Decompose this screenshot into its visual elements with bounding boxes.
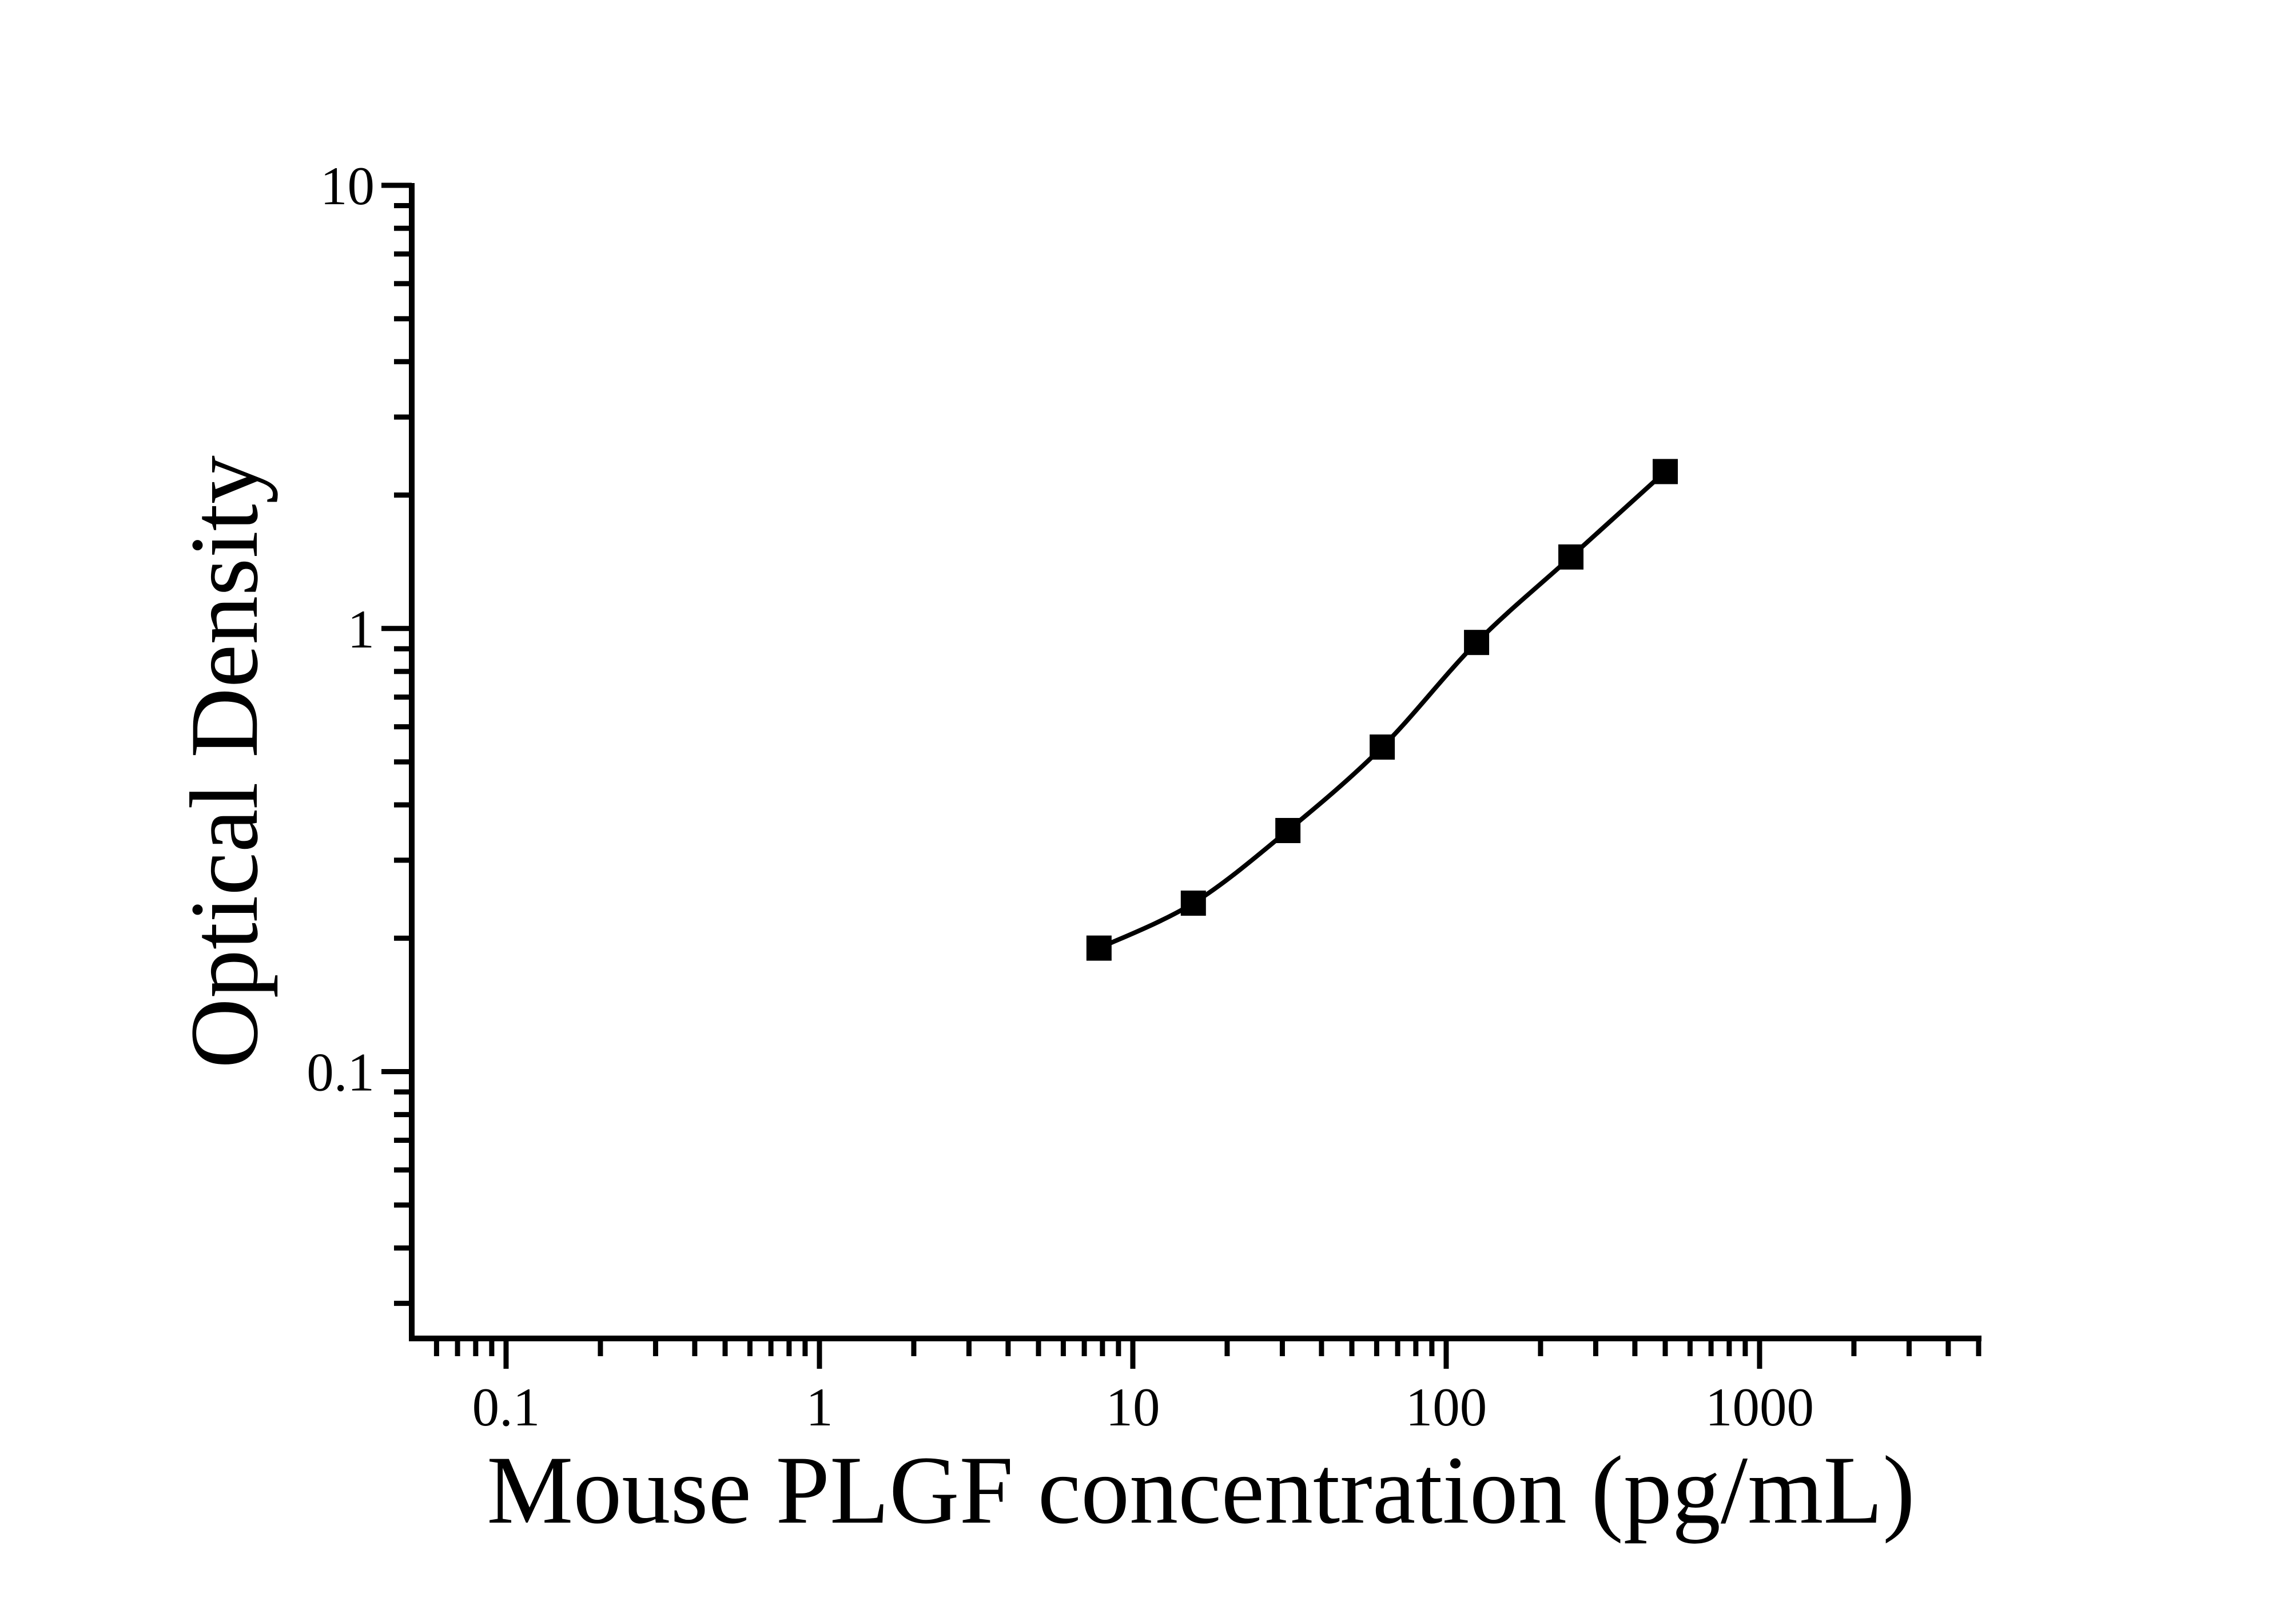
- y-tick-label: 10: [320, 156, 375, 216]
- x-tick-label: 10: [1105, 1377, 1160, 1437]
- x-tick-label: 1000: [1705, 1377, 1814, 1437]
- y-axis-title: Optical Density: [170, 455, 278, 1068]
- x-tick-label: 100: [1406, 1377, 1487, 1437]
- data-point-marker: [1086, 935, 1112, 961]
- standard-curve-line: [1098, 470, 1667, 951]
- x-tick-label: 0.1: [472, 1377, 540, 1437]
- data-point-marker: [1653, 459, 1678, 484]
- y-tick-label: 0.1: [307, 1042, 375, 1103]
- data-point-marker: [1558, 544, 1584, 570]
- data-point-marker: [1180, 890, 1206, 916]
- data-point-marker: [1370, 734, 1395, 760]
- x-axis-title: Mouse PLGF concentration (pg/mL): [487, 1436, 1915, 1544]
- y-tick-label: 1: [348, 599, 375, 660]
- x-tick-label: 1: [806, 1377, 833, 1437]
- data-point-marker: [1464, 630, 1490, 655]
- data-point-marker: [1275, 818, 1301, 844]
